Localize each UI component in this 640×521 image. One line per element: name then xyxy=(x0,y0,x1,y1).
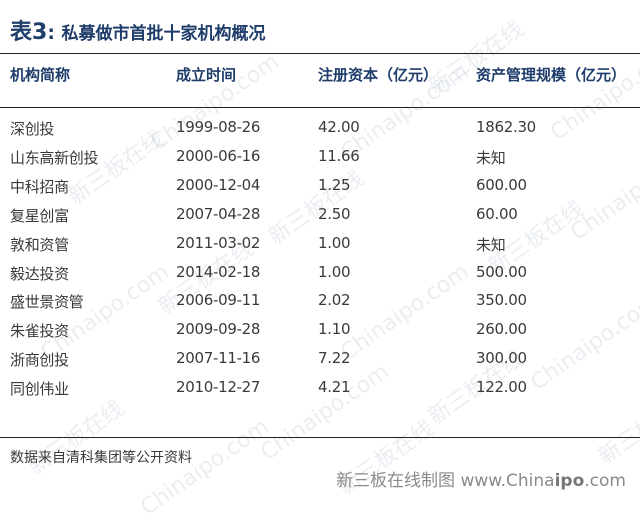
cell-date: 2000-06-16 xyxy=(176,146,261,165)
header-name: 机构简称 xyxy=(10,66,71,84)
credit: 新三板在线制图 www.Chinaipo.com xyxy=(336,466,626,491)
table-row: 盛世景资管 2006-09-11 2.02 350.00 xyxy=(0,287,640,316)
cell-date: 2014-02-18 xyxy=(176,262,261,281)
watermark: Chinaipo.com xyxy=(136,414,274,521)
cell-date: 2000-12-04 xyxy=(176,175,261,194)
cell-name: 复星创富 xyxy=(10,206,69,225)
cell-name: 山东高新创投 xyxy=(10,148,99,167)
cell-name: 毅达投资 xyxy=(10,264,69,283)
cell-aum: 500.00 xyxy=(476,262,527,281)
cell-aum: 600.00 xyxy=(476,175,527,194)
table-row: 毅达投资 2014-02-18 1.00 500.00 xyxy=(0,259,640,288)
cell-capital: 7.22 xyxy=(318,349,351,368)
title-separator: : xyxy=(47,22,55,44)
cell-date: 2007-11-16 xyxy=(176,349,261,368)
cell-aum: 1862.30 xyxy=(476,118,536,136)
table-row: 朱雀投资 2009-09-28 1.10 260.00 xyxy=(0,316,640,345)
cell-capital: 2.02 xyxy=(318,291,351,310)
cell-capital: 1.25 xyxy=(318,175,351,194)
watermark: 新三板在线 xyxy=(424,16,529,100)
cell-date: 2007-04-28 xyxy=(176,204,261,223)
cell-date: 2006-09-11 xyxy=(176,291,261,310)
header-rule xyxy=(0,107,640,108)
cell-date: 1999-08-26 xyxy=(176,118,261,136)
source-note: 数据来自清科集团等公开资料 xyxy=(10,450,192,466)
cell-date: 2010-12-27 xyxy=(176,378,261,397)
cell-name: 同创伟业 xyxy=(10,380,69,399)
table-row: 山东高新创投 2000-06-16 11.66 未知 xyxy=(0,143,640,172)
table-row: 复星创富 2007-04-28 2.50 60.00 xyxy=(0,201,640,230)
cell-capital: 1.00 xyxy=(318,233,351,252)
table-row: 中科招商 2000-12-04 1.25 600.00 xyxy=(0,172,640,201)
header-aum: 资产管理规模（亿元） xyxy=(476,66,627,84)
cell-aum: 未知 xyxy=(476,148,506,167)
credit-prefix: 新三板在线制图 www.China xyxy=(336,471,555,491)
cell-aum: 未知 xyxy=(476,235,506,254)
cell-capital: 42.00 xyxy=(318,118,360,136)
bottom-rule xyxy=(0,437,640,438)
cell-name: 盛世景资管 xyxy=(10,293,84,312)
cell-aum: 260.00 xyxy=(476,320,527,339)
cell-capital: 1.10 xyxy=(318,320,351,339)
header-date: 成立时间 xyxy=(176,66,237,84)
cell-aum: 60.00 xyxy=(476,204,518,223)
table-row: 浙商创投 2007-11-16 7.22 300.00 xyxy=(0,345,640,374)
credit-bold: ipo xyxy=(554,471,585,491)
top-rule xyxy=(0,53,640,54)
cell-capital: 4.21 xyxy=(318,378,351,397)
table-number: 表3 xyxy=(10,20,48,45)
watermark: 新三板在线 xyxy=(24,396,129,480)
cell-date: 2009-09-28 xyxy=(176,320,261,339)
table-row: 敦和资管 2011-03-02 1.00 未知 xyxy=(0,230,640,259)
cell-aum: 350.00 xyxy=(476,291,527,310)
title-text: 私募做市首批十家机构概况 xyxy=(61,24,266,44)
cell-aum: 300.00 xyxy=(476,349,527,368)
credit-suffix: .com xyxy=(584,471,626,491)
cell-name: 中科招商 xyxy=(10,177,69,196)
table-row: 深创投 1999-08-26 42.00 1862.30 xyxy=(0,114,640,143)
cell-name: 朱雀投资 xyxy=(10,322,69,341)
cell-capital: 11.66 xyxy=(318,146,360,165)
cell-date: 2011-03-02 xyxy=(176,233,261,252)
header-capital: 注册资本（亿元） xyxy=(318,66,439,84)
cell-name: 敦和资管 xyxy=(10,235,69,254)
cell-capital: 2.50 xyxy=(318,204,351,223)
table-row: 同创伟业 2010-12-27 4.21 122.00 xyxy=(0,374,640,403)
cell-name: 浙商创投 xyxy=(10,351,69,370)
cell-aum: 122.00 xyxy=(476,378,527,397)
cell-name: 深创投 xyxy=(10,120,55,138)
cell-capital: 1.00 xyxy=(318,262,351,281)
page-title: 表3: 私募做市首批十家机构概况 xyxy=(10,14,266,46)
